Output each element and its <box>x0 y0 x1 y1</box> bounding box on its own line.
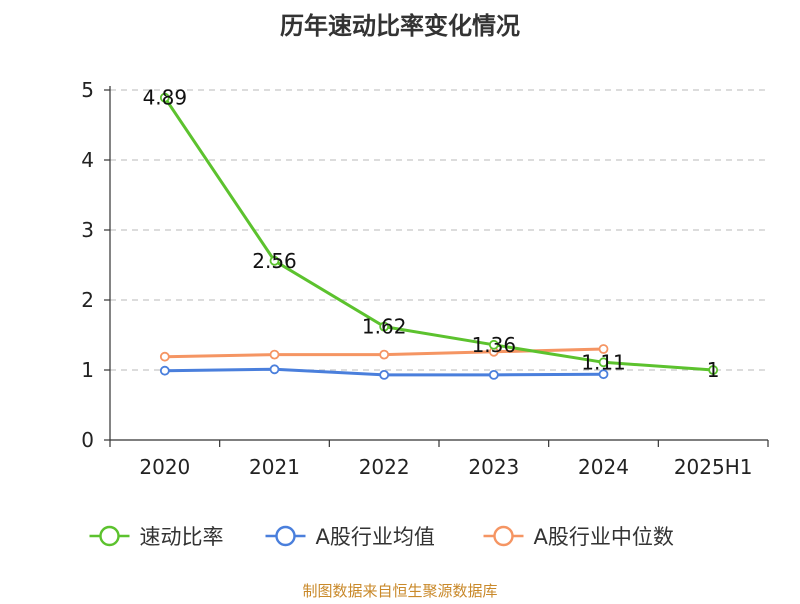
data-point-1-2 <box>379 369 390 380</box>
y-tick-label-1: 1 <box>81 358 94 382</box>
legend-label-0: 速动比率 <box>140 525 224 549</box>
y-tick-label-0: 0 <box>81 428 94 452</box>
source-note: 制图数据来自恒生聚源数据库 <box>302 582 497 600</box>
x-tick-label-2023: 2023 <box>468 455 519 479</box>
chart-title: 历年速动比率变化情况 <box>280 12 520 40</box>
data-label-2021: 2.56 <box>252 249 297 273</box>
data-point-1-4 <box>598 369 609 380</box>
data-label-2025H1: 1 <box>707 358 720 382</box>
y-tick-label-4: 4 <box>81 148 94 172</box>
x-tick-label-2024: 2024 <box>578 455 629 479</box>
series-lines <box>159 92 719 380</box>
data-label-2020: 4.89 <box>143 86 188 110</box>
data-point-0-5 <box>708 365 719 375</box>
x-tick-label-2021: 2021 <box>249 455 300 479</box>
data-labels: 4.89 2.56 1.62 1.36 1.11 1 <box>143 86 720 382</box>
data-point-2-1 <box>269 349 280 360</box>
data-point-1-3 <box>488 369 499 380</box>
legend-marker-0 <box>99 525 120 547</box>
data-point-0-3 <box>488 339 499 350</box>
data-point-2-2 <box>379 349 390 360</box>
y-tick-label-5: 5 <box>81 78 94 102</box>
data-point-0-0 <box>159 92 170 103</box>
x-tick-label-2020: 2020 <box>139 455 190 479</box>
legend: 速动比率 A股行业均值 A股行业中位数 <box>89 525 674 549</box>
data-point-1-0 <box>159 365 170 376</box>
data-point-0-2 <box>379 321 390 332</box>
series-1 <box>159 364 609 380</box>
legend-label-1: A股行业均值 <box>316 525 435 549</box>
data-point-2-0 <box>159 351 170 362</box>
legend-marker-2 <box>493 525 514 547</box>
data-label-2022: 1.62 <box>362 315 407 339</box>
x-tick-label-2025H1: 2025H1 <box>674 455 753 479</box>
data-point-1-1 <box>269 364 280 375</box>
data-label-2023: 1.36 <box>472 333 517 357</box>
legend-item-2: A股行业中位数 <box>483 525 674 549</box>
axes: 0 1 2 3 4 5 2020 2021 2022 2023 2024 2025H1 <box>81 78 769 479</box>
series-line-0 <box>163 96 715 372</box>
legend-label-2: A股行业中位数 <box>534 525 674 549</box>
grid-lines <box>110 89 768 371</box>
legend-item-1: A股行业均值 <box>265 525 435 549</box>
series-0 <box>159 92 719 375</box>
y-tick-label-3: 3 <box>81 218 94 242</box>
data-label-2024: 1.11 <box>581 350 626 374</box>
legend-item-0: 速动比率 <box>89 525 224 549</box>
data-point-2-4 <box>598 344 609 354</box>
legend-marker-1 <box>275 525 296 547</box>
data-point-0-1 <box>269 255 280 266</box>
data-point-0-4 <box>598 357 609 368</box>
y-tick-label-2: 2 <box>81 288 94 312</box>
x-tick-label-2022: 2022 <box>359 455 410 479</box>
